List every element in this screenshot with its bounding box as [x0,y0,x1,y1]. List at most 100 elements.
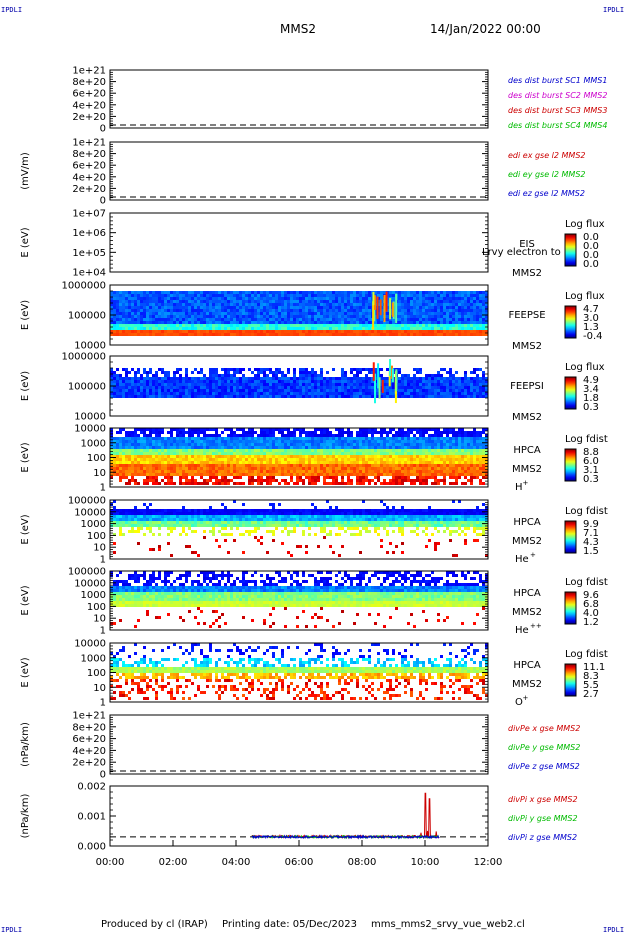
spectrogram-cell [233,392,236,395]
spectrogram-cell [446,452,449,455]
spectrogram-cell [281,428,284,431]
spectrogram-cell [467,291,470,294]
spectrogram-cell [323,327,326,330]
spectrogram-cell [395,437,398,440]
spectrogram-cell [134,461,137,464]
spectrogram-cell [200,371,203,374]
spectrogram-cell [272,446,275,449]
spectrogram-cell [302,455,305,458]
spectrogram-cell [176,449,179,452]
spectrogram-cell [413,330,416,333]
spectrogram-cell [119,386,122,389]
spectrogram-cell [173,306,176,309]
spectrogram-cell [455,431,458,434]
spectrogram-cell [260,461,263,464]
spectrogram-cell [116,452,119,455]
spectrogram-cell [338,386,341,389]
spectrogram-cell [353,333,356,336]
spectrogram-cell [221,386,224,389]
spectrogram-cell [290,294,293,297]
spectrogram-cell [155,395,158,398]
spectrogram-cell [170,321,173,324]
spectrogram-cell [464,431,467,434]
spectrogram-cell [137,455,140,458]
spectrogram-cell [323,318,326,321]
spectrogram-cell [122,461,125,464]
spectrogram-cell [227,294,230,297]
spectrogram-cell [134,428,137,431]
spectrogram-cell [473,312,476,315]
spectrogram-cell [116,386,119,389]
spectrogram-cell [344,380,347,383]
spectrogram-cell [353,395,356,398]
spectrogram-cell [485,428,488,431]
spectrogram-cell [446,386,449,389]
spectrogram-cell [326,446,329,449]
spectrogram-cell [269,309,272,312]
spectrogram-cell [416,464,419,467]
spectrogram-cell [194,315,197,318]
colorbar-tick-label: 4.9 [583,375,599,386]
spectrogram-cell [386,446,389,449]
spectrogram-cell [461,383,464,386]
spectrogram-cell [377,440,380,443]
spectrogram-cell [233,434,236,437]
spectrogram-cell [158,431,161,434]
spectrogram-cell [137,303,140,306]
spectrogram-cell [164,321,167,324]
spectrogram-cell [329,306,332,309]
spectrogram-cell [140,330,143,333]
spectrogram-cell [176,377,179,380]
spectrogram-cell [230,431,233,434]
spectrogram-cell [254,449,257,452]
spectrogram-cell [356,327,359,330]
spectrogram-cell [422,306,425,309]
spectrogram-cell [215,377,218,380]
spectrogram-cell [419,431,422,434]
spectrogram-cell [218,383,221,386]
spectrogram-cell [266,309,269,312]
spectrogram-cell [434,443,437,446]
burst-mark [374,295,377,310]
spectrogram-cell [383,446,386,449]
spectrogram-cell [218,467,221,470]
spectrogram-cell [137,327,140,330]
spectrogram-cell [263,333,266,336]
spectrogram-cell [182,455,185,458]
spectrogram-cell [149,437,152,440]
spectrogram-cell [317,434,320,437]
spectrogram-cell [428,315,431,318]
spectrogram-cell [359,371,362,374]
spectrogram-cell [311,440,314,443]
spectrogram-cell [233,297,236,300]
spectrogram-cell [317,395,320,398]
spectrogram-cell [419,315,422,318]
spectrogram-cell [110,306,113,309]
spectrogram-cell [206,297,209,300]
spectrogram-cell [281,333,284,336]
spectrogram-cell [485,449,488,452]
spectrogram-cell [137,443,140,446]
spectrogram-cell [176,452,179,455]
spectrogram-cell [470,386,473,389]
spectrogram-cell [299,371,302,374]
spectrogram-cell [242,321,245,324]
spectrogram-cell [428,324,431,327]
spectrogram-cell [158,389,161,392]
spectrogram-cell [389,455,392,458]
spectrogram-cell [470,333,473,336]
spectrogram-cell [338,321,341,324]
spectrogram-cell [122,291,125,294]
spectrogram-cell [179,321,182,324]
spectrogram-cell [458,452,461,455]
spectrogram-cell [404,291,407,294]
spectrogram-cell [443,318,446,321]
spectrogram-cell [335,291,338,294]
spectrogram-cell [284,461,287,464]
spectrogram-cell [257,309,260,312]
spectrogram-cell [158,291,161,294]
spectrogram-cell [152,303,155,306]
spectrogram-cell [191,467,194,470]
spectrogram-cell [455,455,458,458]
